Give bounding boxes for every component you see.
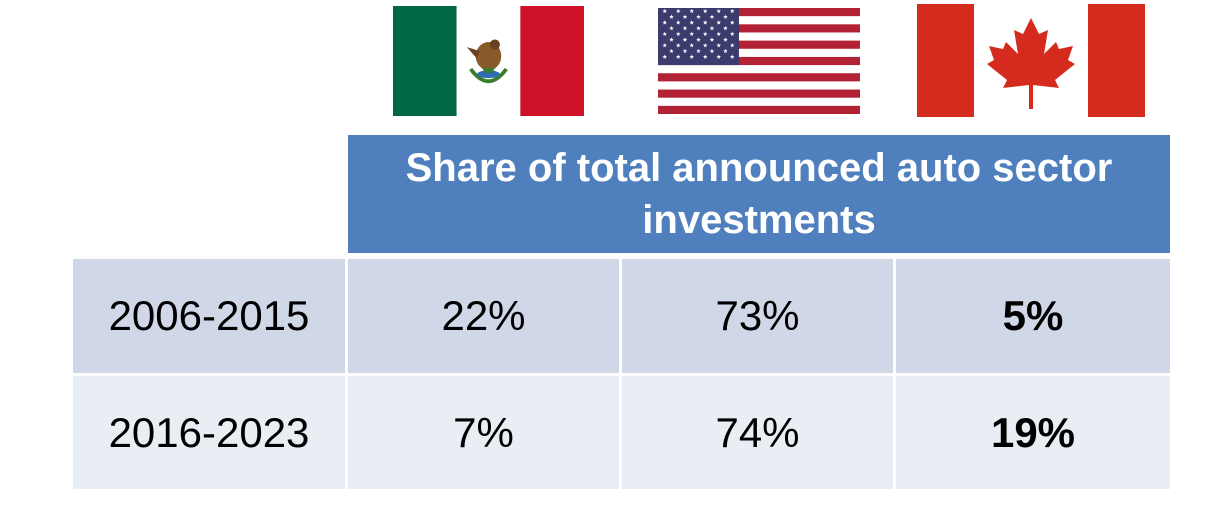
star-icon <box>689 20 695 25</box>
star-icon <box>696 25 701 31</box>
star-icon <box>682 25 688 31</box>
header-label: Share of total announced auto sector inv… <box>405 146 1113 242</box>
star-icon <box>709 48 715 54</box>
us-flag-icon <box>658 8 860 114</box>
star-icon <box>682 48 688 54</box>
star-icon <box>709 37 715 42</box>
star-icon <box>696 37 701 42</box>
star-icon <box>723 25 728 31</box>
star-icon <box>723 37 728 42</box>
mexico-flag-icon <box>393 6 584 116</box>
star-icon <box>662 31 668 36</box>
mexico-value-cell: 7% <box>348 376 619 489</box>
canada-flag-icon <box>917 4 1145 117</box>
star-icon <box>662 54 668 59</box>
row-label-cell: 2016-2023 <box>73 376 345 489</box>
star-icon <box>675 8 681 14</box>
star-icon <box>702 20 708 25</box>
star-icon <box>729 31 735 36</box>
star-icon <box>716 42 722 48</box>
star-icon <box>662 20 668 25</box>
star-icon <box>675 31 681 36</box>
star-icon <box>689 31 695 36</box>
star-icon <box>729 54 735 59</box>
mexico-value-cell: 22% <box>348 259 619 373</box>
star-icon <box>716 54 722 59</box>
star-icon <box>702 8 708 14</box>
canada-value-cell: 19% <box>896 376 1170 489</box>
star-icon <box>729 20 735 25</box>
star-icon <box>682 14 688 19</box>
star-icon <box>709 14 715 19</box>
star-icon <box>669 25 674 31</box>
star-icon <box>702 42 708 48</box>
star-icon <box>723 14 728 19</box>
star-icon <box>716 20 722 25</box>
star-icon <box>702 54 708 59</box>
star-icon <box>709 25 715 31</box>
star-icon <box>689 8 695 14</box>
star-icon <box>662 8 668 14</box>
star-icon <box>662 42 668 48</box>
star-icon <box>689 42 695 48</box>
star-icon <box>682 37 688 42</box>
star-icon <box>702 31 708 36</box>
star-icon <box>723 48 728 54</box>
star-icon <box>669 14 674 19</box>
star-icon <box>675 20 681 25</box>
star-icon <box>696 48 701 54</box>
star-icon <box>675 54 681 59</box>
star-icon <box>675 42 681 48</box>
canada-value-cell: 5% <box>896 259 1170 373</box>
star-icon <box>716 8 722 14</box>
row-label-cell: 2006-2015 <box>73 259 345 373</box>
star-icon <box>729 42 735 48</box>
star-icon <box>716 31 722 36</box>
star-icon <box>696 14 701 19</box>
star-icon <box>689 54 695 59</box>
table-header: Share of total announced auto sector inv… <box>348 135 1170 253</box>
star-icon <box>729 8 735 14</box>
star-icon <box>669 48 674 54</box>
us-value-cell: 74% <box>622 376 893 489</box>
us-value-cell: 73% <box>622 259 893 373</box>
star-icon <box>669 37 674 42</box>
